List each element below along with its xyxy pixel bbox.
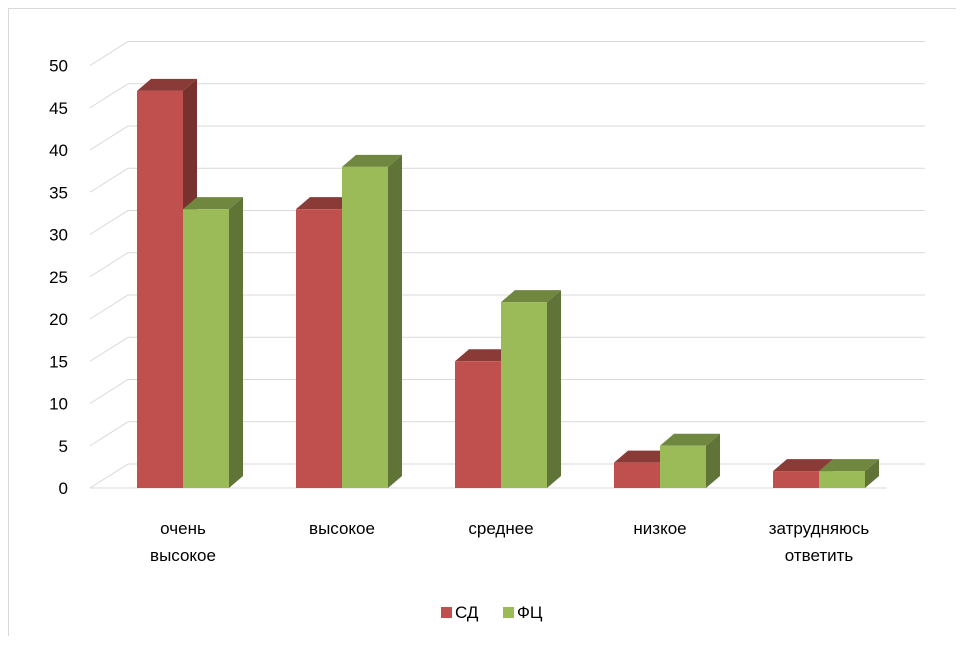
bar-top xyxy=(773,459,833,472)
x-category-label: очень высокое xyxy=(150,519,216,565)
x-axis: очень высокое высокое среднее низкое затрудня… xyxy=(150,519,869,565)
y-tick-label: 40 xyxy=(49,141,68,160)
legend-swatch xyxy=(503,607,514,618)
bar-top xyxy=(819,459,879,472)
bar-front xyxy=(296,209,342,488)
bar-top xyxy=(660,433,720,446)
x-category-label-line: высокое xyxy=(309,519,375,538)
bar-front xyxy=(614,462,660,488)
bar xyxy=(501,290,561,488)
y-tick-label: 25 xyxy=(49,268,68,287)
y-tick-label: 10 xyxy=(49,395,68,414)
bar xyxy=(342,154,402,488)
y-tick-label: 35 xyxy=(49,183,68,202)
y-tick-label: 45 xyxy=(49,99,68,118)
bar-side xyxy=(547,290,561,488)
y-tick-label: 50 xyxy=(49,57,68,76)
bar-front xyxy=(183,209,229,488)
x-category-label-line: затрудняюсь xyxy=(769,519,870,538)
bar-front xyxy=(342,166,388,488)
bar-side xyxy=(706,433,720,488)
legend-item: СД xyxy=(441,603,479,622)
gridlines xyxy=(89,41,925,489)
bar-top xyxy=(501,290,561,303)
bar-top xyxy=(342,154,402,167)
chart-frame xyxy=(8,8,956,636)
legend-label: ФЦ xyxy=(517,603,543,622)
x-category-label: низкое xyxy=(633,519,686,538)
gridline xyxy=(89,294,925,320)
x-category-label: среднее xyxy=(468,519,533,538)
x-category-label-line: среднее xyxy=(468,519,533,538)
bar-top xyxy=(137,78,197,91)
y-tick-label: 5 xyxy=(59,437,68,456)
x-category-label-line: очень xyxy=(160,519,206,538)
x-category-label: высокое xyxy=(309,519,375,538)
bar-front xyxy=(501,302,547,488)
y-axis: 0 5 10 15 20 25 30 35 40 45 50 xyxy=(49,57,68,499)
legend-item: ФЦ xyxy=(503,603,543,622)
legend: СД ФЦ xyxy=(441,603,543,622)
bar-top xyxy=(296,197,356,210)
bar-top xyxy=(614,450,674,463)
bar-front xyxy=(819,471,865,488)
gridline xyxy=(89,41,925,66)
bar-front xyxy=(773,471,819,488)
y-tick-label: 15 xyxy=(49,352,68,371)
bars xyxy=(137,78,879,488)
bar-front xyxy=(137,90,183,488)
gridline xyxy=(89,167,925,193)
gridline xyxy=(89,83,925,109)
y-tick-label: 30 xyxy=(49,226,68,245)
gridline xyxy=(89,210,925,235)
bar xyxy=(183,197,243,488)
gridline xyxy=(89,421,925,447)
bar-side xyxy=(229,197,243,488)
x-category-label-line: ответить xyxy=(785,546,854,565)
y-tick-label: 0 xyxy=(59,479,68,498)
y-tick-label: 20 xyxy=(49,310,68,329)
legend-swatch xyxy=(441,607,452,618)
bar-front xyxy=(660,445,706,488)
bar xyxy=(660,433,720,488)
bar-front xyxy=(455,361,501,488)
gridline xyxy=(89,336,925,362)
gridline xyxy=(89,125,925,151)
bar xyxy=(819,459,879,488)
gridline xyxy=(89,379,925,404)
gridline xyxy=(89,252,925,278)
bar-top xyxy=(183,197,243,210)
legend-label: СД xyxy=(455,603,479,622)
bar-top xyxy=(455,349,515,362)
x-category-label: затрудняюсь ответить xyxy=(769,519,870,565)
bar-side xyxy=(388,154,402,488)
bar-side xyxy=(865,459,879,488)
x-category-label-line: высокое xyxy=(150,546,216,565)
x-category-label-line: низкое xyxy=(633,519,686,538)
